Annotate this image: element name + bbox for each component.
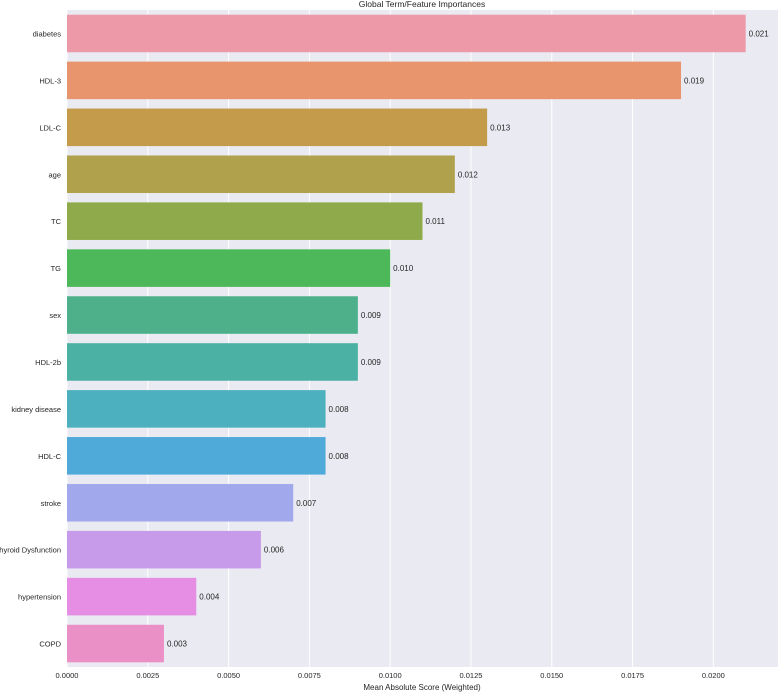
bar bbox=[67, 249, 391, 287]
bar bbox=[67, 202, 423, 240]
x-tick-label: 0.0050 bbox=[217, 671, 240, 680]
bars bbox=[67, 14, 746, 663]
bar-value-label: 0.012 bbox=[458, 170, 479, 179]
chart-title: Global Term/Feature Importances bbox=[359, 0, 485, 9]
bar-value-label: 0.013 bbox=[490, 123, 511, 132]
category-label: stroke bbox=[41, 499, 61, 508]
bar bbox=[67, 577, 197, 616]
bar-value-label: 0.003 bbox=[167, 640, 188, 649]
category-labels: diabetes HDL-3 LDL-C age TC TG sex HDL-2b kidney… bbox=[0, 29, 62, 648]
bar-value-label: 0.010 bbox=[393, 264, 414, 273]
value-labels: 0.021 0.019 0.013 0.012 0.011 0.010 0.009 0.009… bbox=[167, 29, 769, 648]
category-label: LDL-C bbox=[39, 123, 61, 132]
x-tick-label: 0.0000 bbox=[56, 671, 79, 680]
bar-value-label: 0.007 bbox=[296, 499, 317, 508]
category-label: kidney disease bbox=[11, 405, 61, 414]
category-label: TG bbox=[51, 264, 62, 273]
bar bbox=[67, 624, 164, 663]
category-label: Thyroid Dysfunction bbox=[0, 546, 61, 555]
bar bbox=[67, 530, 261, 569]
bar bbox=[67, 155, 455, 194]
x-tick-label: 0.0150 bbox=[540, 671, 563, 680]
bar-value-label: 0.006 bbox=[264, 546, 285, 555]
category-label: diabetes bbox=[33, 29, 62, 38]
x-tick-label: 0.0025 bbox=[136, 671, 159, 680]
x-tick-label: 0.0075 bbox=[298, 671, 321, 680]
category-label: age bbox=[48, 170, 61, 179]
category-label: COPD bbox=[39, 640, 61, 649]
x-tick-label: 0.0200 bbox=[702, 671, 725, 680]
bar-value-label: 0.021 bbox=[749, 29, 770, 38]
bar bbox=[67, 483, 294, 522]
category-label: hypertension bbox=[18, 593, 61, 602]
bar-value-label: 0.019 bbox=[684, 76, 705, 85]
bar bbox=[67, 390, 326, 428]
category-label: HDL-C bbox=[38, 452, 62, 461]
bar bbox=[67, 343, 358, 381]
bar bbox=[67, 437, 326, 475]
bar-value-label: 0.009 bbox=[361, 311, 382, 320]
x-tick-labels: 0.0000 0.0025 0.0050 0.0075 0.0100 0.0125 0.01… bbox=[56, 671, 725, 680]
bar-value-label: 0.004 bbox=[199, 593, 220, 602]
category-label: sex bbox=[49, 311, 61, 320]
bar-value-label: 0.008 bbox=[329, 405, 350, 414]
bar bbox=[67, 61, 682, 100]
category-label: HDL-2b bbox=[35, 358, 61, 367]
category-label: HDL-3 bbox=[39, 76, 61, 85]
x-tick-label: 0.0125 bbox=[460, 671, 483, 680]
bar bbox=[67, 296, 358, 334]
bar-value-label: 0.011 bbox=[426, 217, 446, 226]
category-label: TC bbox=[51, 217, 62, 226]
bar-value-label: 0.008 bbox=[329, 452, 350, 461]
bar bbox=[67, 14, 746, 53]
x-tick-label: 0.0100 bbox=[379, 671, 402, 680]
bar bbox=[67, 108, 488, 147]
x-axis-title: Mean Absolute Score (Weighted) bbox=[363, 683, 481, 692]
x-tick-label: 0.0175 bbox=[621, 671, 644, 680]
bar-value-label: 0.009 bbox=[361, 358, 382, 367]
